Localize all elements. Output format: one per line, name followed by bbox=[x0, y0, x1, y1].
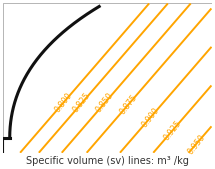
Text: 0.925: 0.925 bbox=[162, 119, 183, 142]
Text: 0.900: 0.900 bbox=[140, 106, 161, 129]
X-axis label: Specific volume (sv) lines: m³ /kg: Specific volume (sv) lines: m³ /kg bbox=[26, 155, 189, 165]
Text: 0.825: 0.825 bbox=[71, 91, 92, 115]
Text: 0.875: 0.875 bbox=[118, 93, 139, 116]
Text: 0.950: 0.950 bbox=[186, 132, 207, 156]
Text: 0.800: 0.800 bbox=[53, 91, 74, 115]
Text: 0.850: 0.850 bbox=[94, 91, 115, 115]
